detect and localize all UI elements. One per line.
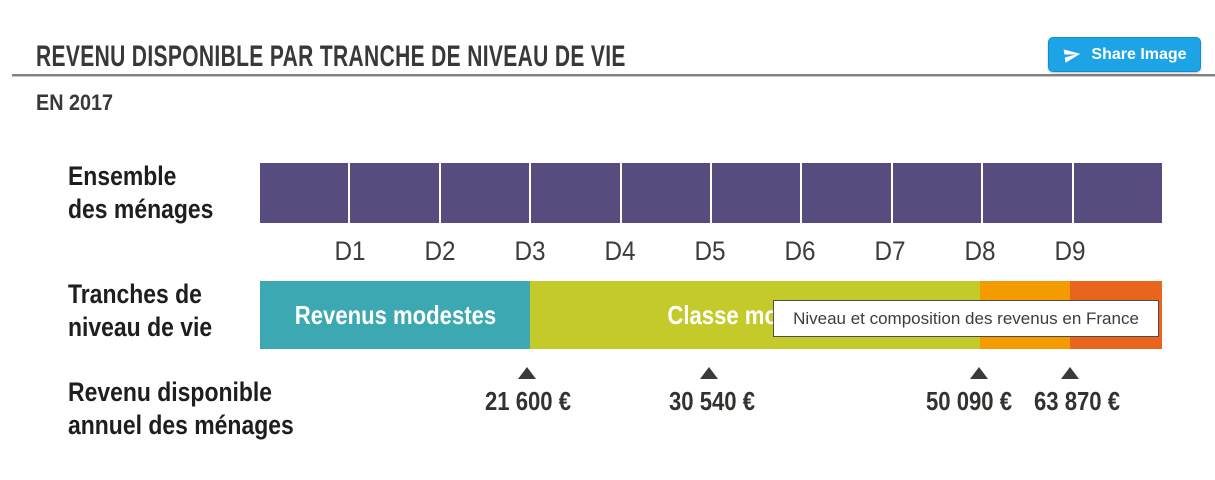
page-title: REVENU DISPONIBLE PAR TRANCHE DE NIVEAU … [36,40,626,73]
paper-plane-icon [1062,46,1082,64]
hover-tooltip: Niveau et composition des revenus en Fra… [773,300,1159,337]
income-value-d8: 50 090 € [925,386,1013,416]
bar-segment [350,163,439,223]
segment-label: Revenus modestes [294,299,496,330]
decile-label-d6: D6 [784,236,816,266]
decile-label-d9: D9 [1054,236,1086,266]
bar-segment [621,163,711,223]
row-label-line: Tranches de [68,279,202,309]
bar-segment [802,163,891,223]
row-label-line: Ensemble [68,161,177,191]
bar-segment [892,163,982,223]
income-value-d9: 63 870 € [1033,386,1121,416]
row-label-income: Revenu disponible annuel des ménages [68,376,294,442]
bar-segment [260,163,349,223]
bar-segment [440,163,530,223]
row-label-line: Revenu disponible [68,377,273,407]
share-image-button[interactable]: Share Image [1048,37,1201,72]
income-value-d3: 21 600 € [484,386,572,416]
title-divider [12,74,1215,77]
decile-label-d1: D1 [334,236,366,266]
bar-segment [531,163,620,223]
row-label-line: niveau de vie [68,312,213,342]
decile-label-d2: D2 [424,236,456,266]
marker-arrow-icon [970,367,988,379]
decile-label-d7: D7 [874,236,906,266]
decile-label-d3: D3 [514,236,546,266]
decile-label-d5: D5 [694,236,726,266]
marker-arrow-icon [1061,367,1079,379]
decile-label-d8: D8 [964,236,996,266]
marker-arrow-icon [518,367,536,379]
row-label-households: Ensemble des ménages [68,160,213,226]
share-button-label: Share Image [1091,45,1187,63]
row-label-brackets: Tranches de niveau de vie [68,278,212,344]
bar-segment [712,163,801,223]
income-value-d5: 30 540 € [668,386,756,416]
households-bar [260,163,1163,223]
row-label-line: des ménages [68,194,214,224]
marker-arrow-icon [700,367,718,379]
decile-label-d4: D4 [604,236,636,266]
row-label-line: annuel des ménages [68,410,294,440]
bar-segment [983,163,1072,223]
page-subtitle: EN 2017 [36,90,114,115]
segment-revenus-modestes: Revenus modestes [260,281,530,349]
bar-segment [1073,163,1163,223]
